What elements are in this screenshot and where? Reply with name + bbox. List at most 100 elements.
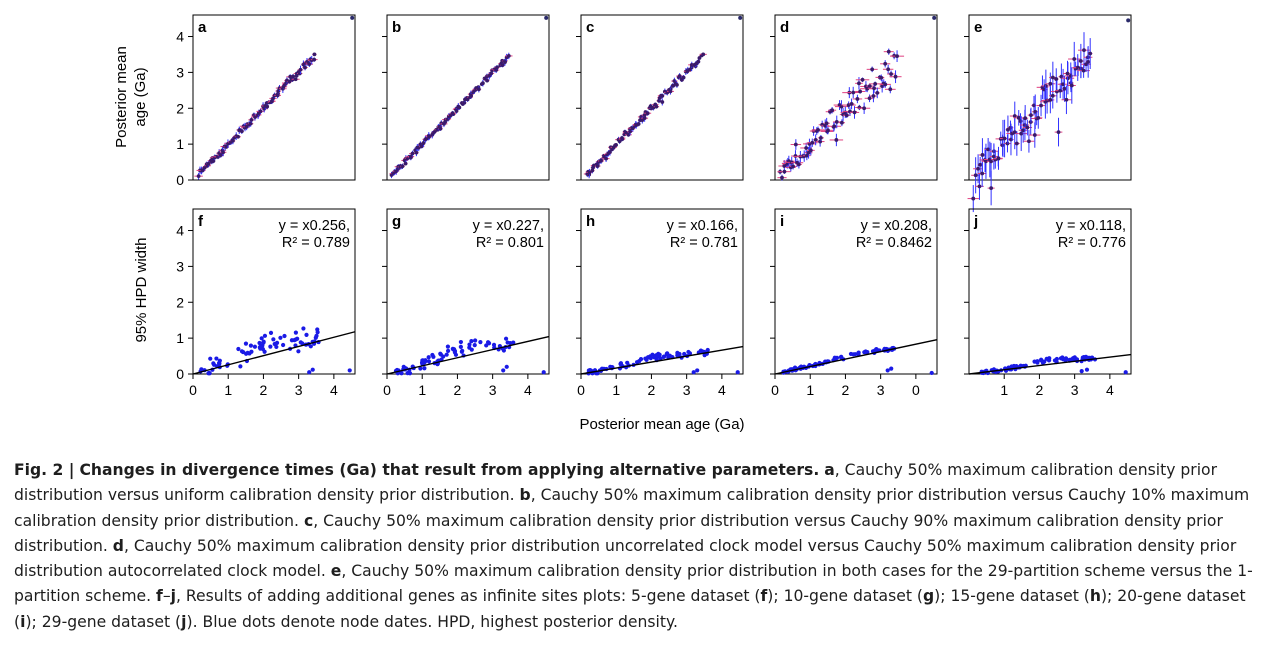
data-point — [259, 336, 264, 341]
data-point — [1069, 83, 1074, 88]
data-points — [389, 15, 549, 179]
data-point — [675, 353, 680, 358]
caption-segment: b — [519, 486, 531, 505]
data-point — [1078, 59, 1083, 63]
data-point — [202, 165, 207, 170]
data-point — [258, 344, 263, 349]
data-point — [307, 370, 312, 375]
caption-segment: e — [330, 562, 342, 581]
data-point — [865, 349, 870, 355]
data-point — [660, 100, 665, 104]
data-point — [252, 344, 258, 349]
data-point — [886, 49, 891, 54]
data-point — [857, 105, 862, 110]
data-point — [1086, 59, 1091, 64]
panel-frame — [192, 208, 356, 375]
data-points — [583, 15, 743, 179]
data-point — [282, 333, 287, 339]
data-point — [458, 344, 463, 349]
y-tick-label: 2 — [176, 294, 184, 310]
data-point — [883, 82, 888, 87]
data-point — [996, 156, 1001, 161]
data-point — [295, 336, 300, 341]
data-point — [399, 371, 404, 376]
data-point — [1016, 115, 1021, 120]
panel-frame — [192, 14, 356, 181]
data-point — [849, 102, 854, 106]
data-point — [782, 169, 787, 174]
data-point — [871, 94, 876, 98]
x-tick-label: 4 — [1106, 382, 1114, 398]
data-point — [1048, 98, 1053, 102]
data-point — [867, 84, 872, 88]
fit-line — [192, 331, 356, 375]
data-point — [628, 129, 633, 134]
x-tick-label: 1 — [418, 382, 426, 398]
data-point — [604, 156, 608, 161]
data-point — [296, 349, 301, 354]
data-point — [1064, 97, 1069, 102]
data-point-outlier — [350, 15, 355, 20]
panel-frame — [580, 208, 744, 375]
data-point — [667, 353, 672, 358]
data-point — [816, 127, 820, 132]
data-point — [1081, 68, 1086, 73]
caption-segment: j — [181, 612, 187, 631]
data-point — [501, 348, 506, 353]
data-point — [1062, 86, 1067, 91]
data-point — [832, 124, 837, 129]
data-point — [832, 355, 837, 360]
data-point — [705, 347, 710, 353]
data-point — [675, 83, 679, 87]
fit-line — [968, 353, 1132, 375]
data-points — [586, 347, 740, 376]
data-points — [393, 336, 546, 376]
data-point — [426, 355, 431, 360]
data-point — [221, 150, 225, 155]
data-point — [873, 348, 878, 353]
fit-line — [774, 338, 938, 375]
data-point — [469, 93, 474, 98]
data-point — [634, 360, 640, 365]
data-point — [503, 336, 509, 341]
data-point — [445, 344, 451, 349]
data-point — [1012, 114, 1017, 118]
data-point — [657, 352, 662, 357]
data-point — [1083, 354, 1089, 359]
data-point — [818, 135, 823, 140]
data-point — [862, 106, 867, 111]
data-point — [301, 326, 306, 331]
data-point — [505, 340, 510, 345]
data-point — [1021, 128, 1026, 133]
data-point — [249, 117, 254, 122]
data-point — [971, 196, 976, 201]
y-tick-label: 4 — [176, 29, 184, 45]
caption-segment: f — [760, 587, 768, 606]
data-point — [804, 153, 809, 158]
x-tick-label: 0 — [577, 382, 585, 398]
data-point — [249, 349, 254, 354]
data-point — [989, 186, 994, 191]
panel-frame — [386, 14, 550, 181]
data-point — [489, 71, 494, 76]
data-point — [504, 364, 509, 369]
data-point — [1045, 98, 1050, 103]
data-point — [986, 147, 991, 152]
y-tick-label: 4 — [176, 223, 184, 239]
data-point — [808, 148, 813, 153]
y-tick-label: 0 — [176, 172, 184, 188]
y-axis-label-hpd-width: 95% HPD width — [133, 237, 150, 342]
data-point — [984, 159, 988, 164]
data-point — [1012, 130, 1017, 135]
data-point — [625, 360, 630, 365]
data-point — [458, 339, 463, 345]
data-point — [268, 344, 273, 349]
data-point — [462, 100, 467, 105]
data-point-outlier — [544, 15, 549, 20]
data-point — [224, 145, 229, 149]
data-point — [638, 357, 644, 362]
data-point — [303, 65, 307, 70]
data-point — [312, 57, 317, 62]
data-point — [274, 344, 279, 350]
caption-body: a, Cauchy 50% maximum calibration densit… — [14, 461, 1253, 631]
